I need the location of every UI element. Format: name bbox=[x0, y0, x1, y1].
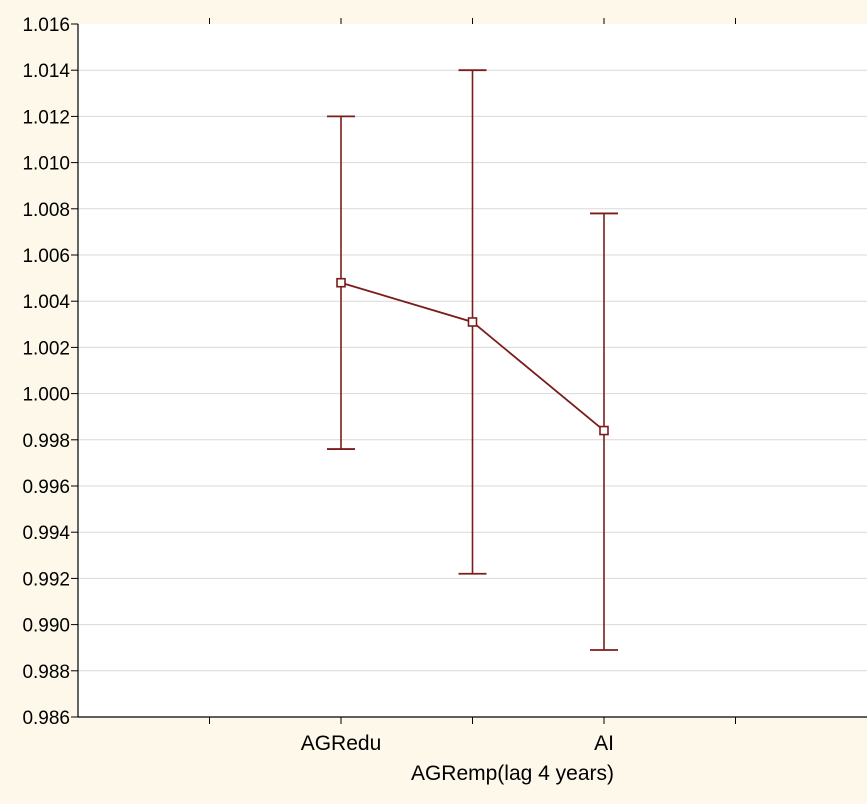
x-axis-ticks: AGRedu AI bbox=[209, 18, 736, 755]
y-tick-label: 0.992 bbox=[22, 569, 70, 590]
data-point-marker bbox=[336, 277, 346, 288]
x-tick-label: AGRedu bbox=[301, 732, 382, 755]
series-layer bbox=[327, 69, 618, 651]
y-axis-ticks: 0.986 0.988 0.990 0.992 0.994 0.996 0.998 1.000… bbox=[22, 15, 78, 729]
y-tick-label: 0.988 bbox=[22, 662, 70, 683]
y-tick-label: 0.994 bbox=[22, 523, 70, 544]
y-tick-label: 0.986 bbox=[22, 708, 70, 729]
x-axis-title: AGRemp(lag 4 years) bbox=[411, 762, 614, 785]
y-tick-label: 1.012 bbox=[22, 107, 70, 128]
y-tick-label: 0.990 bbox=[22, 616, 70, 637]
y-tick-label: 1.000 bbox=[22, 385, 70, 406]
y-tick-label: 1.010 bbox=[22, 154, 70, 175]
y-tick-label: 1.016 bbox=[22, 15, 70, 36]
data-point-marker bbox=[599, 425, 609, 436]
y-tick-label: 1.014 bbox=[22, 61, 70, 82]
y-tick-label: 1.004 bbox=[22, 292, 70, 313]
y-tick-label: 0.996 bbox=[22, 477, 70, 498]
y-tick-label: 1.002 bbox=[22, 338, 70, 359]
data-point-marker bbox=[467, 317, 478, 327]
x-tick-label: AI bbox=[594, 732, 614, 755]
y-tick-label: 0.998 bbox=[22, 431, 70, 452]
y-tick-label: 1.008 bbox=[22, 200, 70, 221]
y-tick-label: 1.006 bbox=[22, 246, 70, 267]
